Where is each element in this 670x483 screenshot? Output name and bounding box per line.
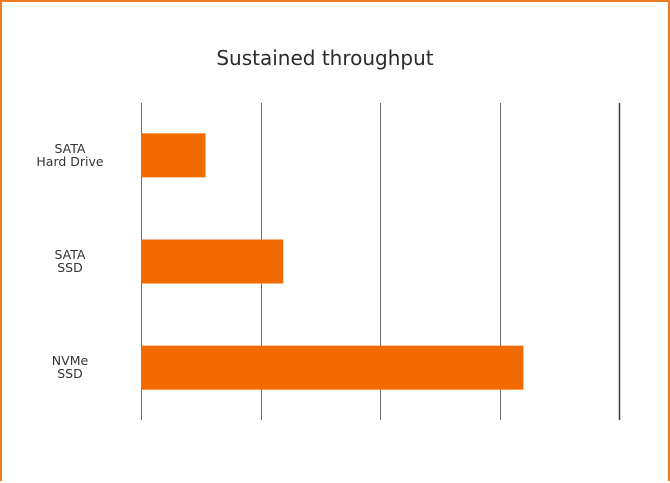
bar (141, 345, 524, 390)
category-label-line: SATA (55, 141, 86, 156)
category-label-line: SATA (55, 247, 86, 262)
bar (141, 239, 284, 284)
category-label-line: NVMe (52, 353, 89, 368)
category-label-line: SSD (57, 366, 83, 381)
bar (141, 133, 206, 178)
category-label-line: Hard Drive (36, 154, 104, 169)
category-label-line: SSD (57, 260, 83, 275)
category-label: SATA Hard Drive (36, 141, 104, 169)
chart-title: Sustained throughput (216, 46, 433, 70)
category-label: NVMe SSD (52, 353, 89, 381)
bars (141, 133, 524, 390)
category-label: SATA SSD (55, 247, 86, 275)
